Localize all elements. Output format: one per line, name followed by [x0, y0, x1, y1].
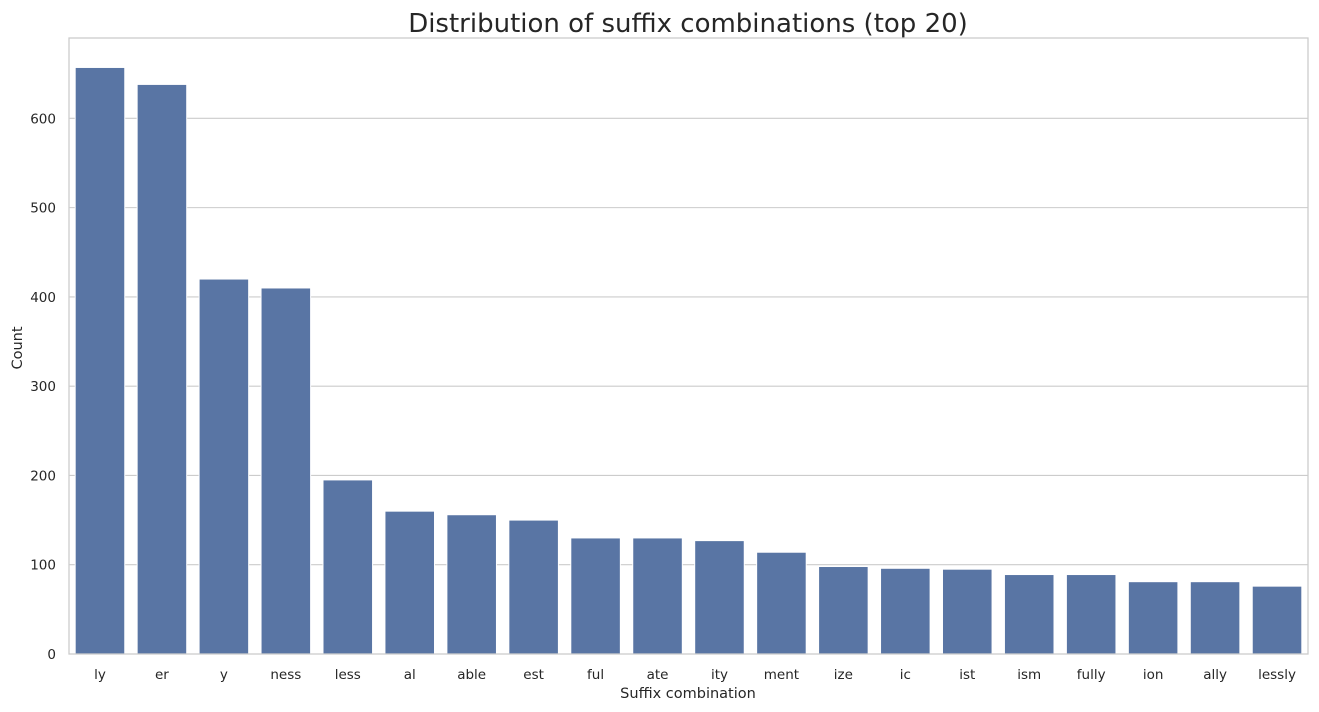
x-tick-label: ness [270, 667, 301, 683]
x-tick-label: er [155, 667, 169, 683]
x-tick-label: able [457, 667, 486, 683]
y-tick-label: 600 [30, 111, 56, 127]
bar-ion [1127, 581, 1179, 655]
x-tick-label: less [335, 667, 361, 683]
y-axis-label: Count [10, 326, 26, 369]
bars [74, 66, 1303, 655]
bar-al [384, 510, 436, 655]
x-axis-ticks: ly er y ness less al able est ful ate ity ment ize ic… [94, 667, 1296, 683]
bar-ism [1003, 574, 1055, 655]
x-tick-label: al [404, 667, 416, 683]
x-tick-label: ly [94, 667, 106, 683]
x-tick-label: ic [900, 667, 911, 683]
bar-fully [1065, 574, 1117, 655]
bar-est [508, 519, 559, 655]
bar-ly [74, 66, 126, 655]
bar-ally [1189, 581, 1241, 655]
x-tick-label: fully [1077, 667, 1106, 683]
y-tick-label: 400 [30, 290, 56, 306]
bar-less [322, 479, 374, 655]
bar-ate [632, 537, 683, 655]
x-tick-label: lessly [1258, 667, 1296, 683]
y-axis-ticks: 0 100 200 300 400 500 600 [30, 111, 56, 663]
bar-ize [818, 566, 869, 655]
plot-frame [68, 37, 1309, 655]
x-tick-label: ful [587, 667, 604, 683]
chart-title: Distribution of suffix combinations (top… [408, 9, 968, 39]
x-tick-label: ity [711, 667, 728, 683]
bar-ic [880, 567, 931, 655]
x-tick-label: ism [1017, 667, 1041, 683]
bar-lessly [1251, 585, 1303, 655]
x-tick-label: y [220, 667, 228, 683]
x-tick-label: ment [764, 667, 799, 683]
y-tick-label: 300 [30, 379, 56, 395]
y-tick-label: 500 [30, 201, 56, 217]
bar-ist [941, 568, 993, 655]
bar-able [446, 514, 497, 655]
x-tick-label: ize [834, 667, 853, 683]
bar-er [136, 83, 188, 655]
bar-ness [260, 287, 312, 655]
y-tick-label: 200 [30, 468, 56, 484]
x-axis-label: Suffix combination [620, 686, 756, 702]
x-tick-label: ist [959, 667, 975, 683]
bar-ment [756, 551, 807, 655]
bar-y [198, 278, 250, 655]
x-tick-label: est [523, 667, 544, 683]
y-tick-label: 0 [47, 647, 56, 663]
x-tick-label: ion [1143, 667, 1164, 683]
bar-ity [694, 540, 745, 655]
x-tick-label: ally [1203, 667, 1227, 683]
grid-lines [69, 117, 1308, 655]
bar-ful [570, 537, 621, 655]
x-tick-label: ate [647, 667, 669, 683]
y-tick-label: 100 [30, 558, 56, 574]
